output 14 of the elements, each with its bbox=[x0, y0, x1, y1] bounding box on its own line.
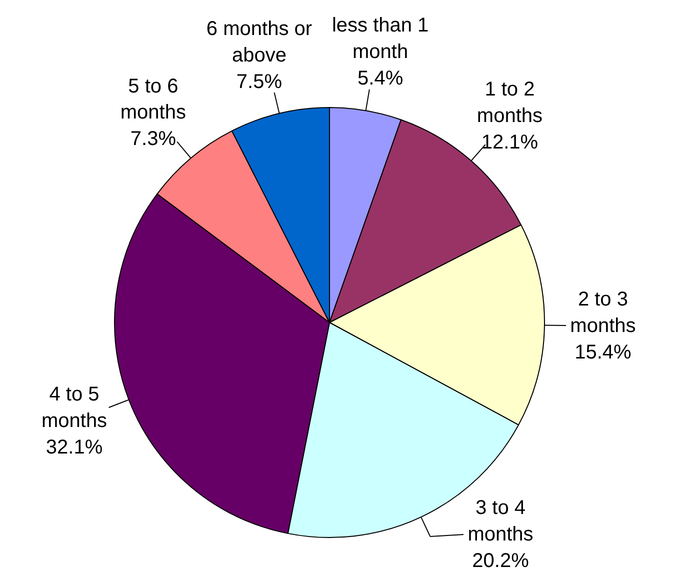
data-label: 7.5% bbox=[236, 70, 282, 93]
data-label: 32.1% bbox=[46, 436, 103, 459]
data-label: 5.4% bbox=[358, 67, 404, 90]
data-label: 7.3% bbox=[130, 128, 176, 150]
data-label: 15.4% bbox=[574, 341, 632, 364]
data-label: 20.2% bbox=[472, 550, 530, 572]
legend-label: 3 to 4 months bbox=[468, 497, 534, 546]
slice-label: 1 to 2 months bbox=[476, 78, 543, 128]
slice-label: 5 to 6 months bbox=[120, 75, 186, 124]
slice-label: less than 1 month bbox=[332, 14, 429, 63]
slice-label: 2 to 3 months bbox=[570, 288, 636, 337]
data-label: 12.1% bbox=[481, 131, 538, 154]
slice-label: 4 to 5 months bbox=[41, 384, 108, 432]
slice-label: 6 months or above bbox=[206, 18, 312, 67]
